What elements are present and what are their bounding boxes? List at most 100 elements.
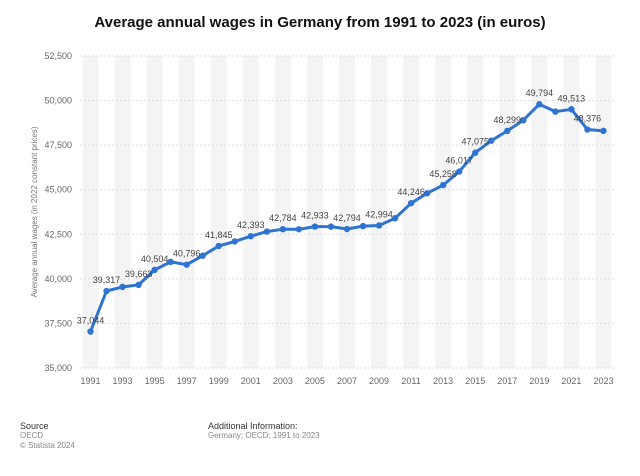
- x-tick-label: 1997: [177, 376, 197, 386]
- data-label: 40,796: [173, 249, 201, 259]
- data-label: 41,845: [205, 230, 233, 240]
- grid-band: [371, 56, 388, 368]
- data-label: 45,258: [429, 169, 457, 179]
- data-label: 49,513: [558, 93, 586, 103]
- y-tick-label: 50,000: [44, 96, 72, 106]
- source-block: Source OECD © Statista 2024: [20, 421, 75, 451]
- x-tick-label: 2019: [529, 376, 549, 386]
- data-point: [423, 190, 431, 197]
- data-point: [472, 149, 479, 156]
- x-tick-label: 2021: [561, 376, 581, 386]
- data-point: [199, 252, 206, 259]
- additional-info-heading: Additional Information:: [208, 421, 298, 431]
- data-point: [87, 328, 94, 335]
- data-point: [375, 222, 383, 229]
- grid-band: [306, 56, 323, 368]
- data-point: [536, 101, 543, 108]
- x-tick-label: 2015: [465, 376, 485, 386]
- y-tick-label: 45,000: [44, 185, 72, 195]
- x-tick-label: 2003: [273, 376, 293, 386]
- data-point: [488, 137, 495, 144]
- grid-band: [467, 56, 484, 368]
- source-heading: Source: [20, 421, 49, 431]
- data-label: 42,393: [237, 220, 265, 230]
- grid-band: [146, 56, 163, 368]
- data-label: 42,784: [269, 213, 297, 223]
- x-tick-label: 2011: [401, 376, 420, 386]
- x-tick-label: 2013: [433, 376, 453, 386]
- y-axis-label: Average annual wages (in 2022 constant p…: [30, 126, 39, 297]
- data-point: [455, 168, 463, 175]
- x-tick-label: 1993: [113, 376, 133, 386]
- y-tick-label: 35,000: [44, 363, 72, 373]
- data-label: 48,376: [574, 114, 602, 124]
- data-label: 42,794: [333, 213, 361, 223]
- grid-band: [210, 56, 227, 368]
- grid-band: [403, 56, 420, 368]
- grid-band: [114, 56, 131, 368]
- data-point: [295, 226, 303, 233]
- data-label: 40,504: [141, 254, 169, 264]
- additional-info-text: Germany; OECD; 1991 to 2023: [208, 431, 320, 440]
- data-point: [103, 287, 110, 295]
- x-tick-label: 2001: [241, 376, 261, 386]
- data-point: [600, 127, 607, 135]
- data-point: [311, 223, 319, 230]
- x-tick-label: 2009: [369, 376, 389, 386]
- grid-band: [435, 56, 452, 368]
- grid-band: [563, 56, 580, 368]
- data-label: 42,994: [365, 209, 393, 219]
- data-label: 37,044: [77, 316, 105, 326]
- data-point: [279, 226, 287, 233]
- data-label: 46,017: [445, 156, 473, 166]
- y-tick-label: 40,000: [44, 274, 72, 284]
- x-tick-label: 1995: [145, 376, 165, 386]
- data-label: 49,794: [526, 88, 554, 98]
- x-tick-label: 1999: [209, 376, 229, 386]
- data-point: [584, 126, 591, 133]
- y-tick-label: 37,500: [44, 318, 72, 328]
- grid-band: [274, 56, 291, 368]
- data-point: [119, 283, 126, 291]
- data-point: [504, 127, 511, 135]
- x-tick-label: 2007: [337, 376, 357, 386]
- data-point: [552, 108, 559, 115]
- data-point: [407, 199, 415, 207]
- data-point: [215, 242, 222, 250]
- data-point: [359, 222, 367, 230]
- data-point: [135, 281, 142, 289]
- x-tick-label: 1991: [80, 376, 100, 386]
- data-point: [327, 223, 335, 230]
- data-point: [151, 266, 158, 274]
- data-label: 48,299: [494, 115, 522, 125]
- data-label: 42,933: [301, 211, 329, 221]
- grid-band: [499, 56, 516, 368]
- grid-band: [242, 56, 259, 368]
- grid-band: [178, 56, 195, 368]
- source-name: OECD: [20, 431, 44, 440]
- data-label: 39,317: [93, 275, 121, 285]
- grid-band: [338, 56, 355, 368]
- y-tick-label: 42,500: [44, 229, 72, 239]
- x-tick-label: 2023: [593, 376, 613, 386]
- data-label: 47,075: [461, 137, 489, 147]
- y-tick-label: 47,500: [44, 140, 72, 150]
- grid-band: [531, 56, 548, 368]
- y-tick-label: 52,500: [44, 51, 72, 61]
- data-point: [439, 181, 447, 189]
- data-label: 39,663: [125, 269, 153, 279]
- data-point: [183, 261, 190, 268]
- data-point: [247, 232, 254, 240]
- data-point: [568, 106, 575, 113]
- x-tick-label: 2005: [305, 376, 325, 386]
- data-point: [263, 228, 271, 235]
- data-label: 44,246: [397, 187, 425, 197]
- data-point: [231, 238, 238, 245]
- copyright-text: © Statista 2024: [20, 441, 75, 450]
- grid-band: [82, 56, 99, 368]
- data-point: [520, 116, 527, 124]
- x-tick-label: 2017: [497, 376, 517, 386]
- grid-band: [595, 56, 612, 368]
- additional-info-block: Additional Information: Germany; OECD; 1…: [208, 421, 320, 441]
